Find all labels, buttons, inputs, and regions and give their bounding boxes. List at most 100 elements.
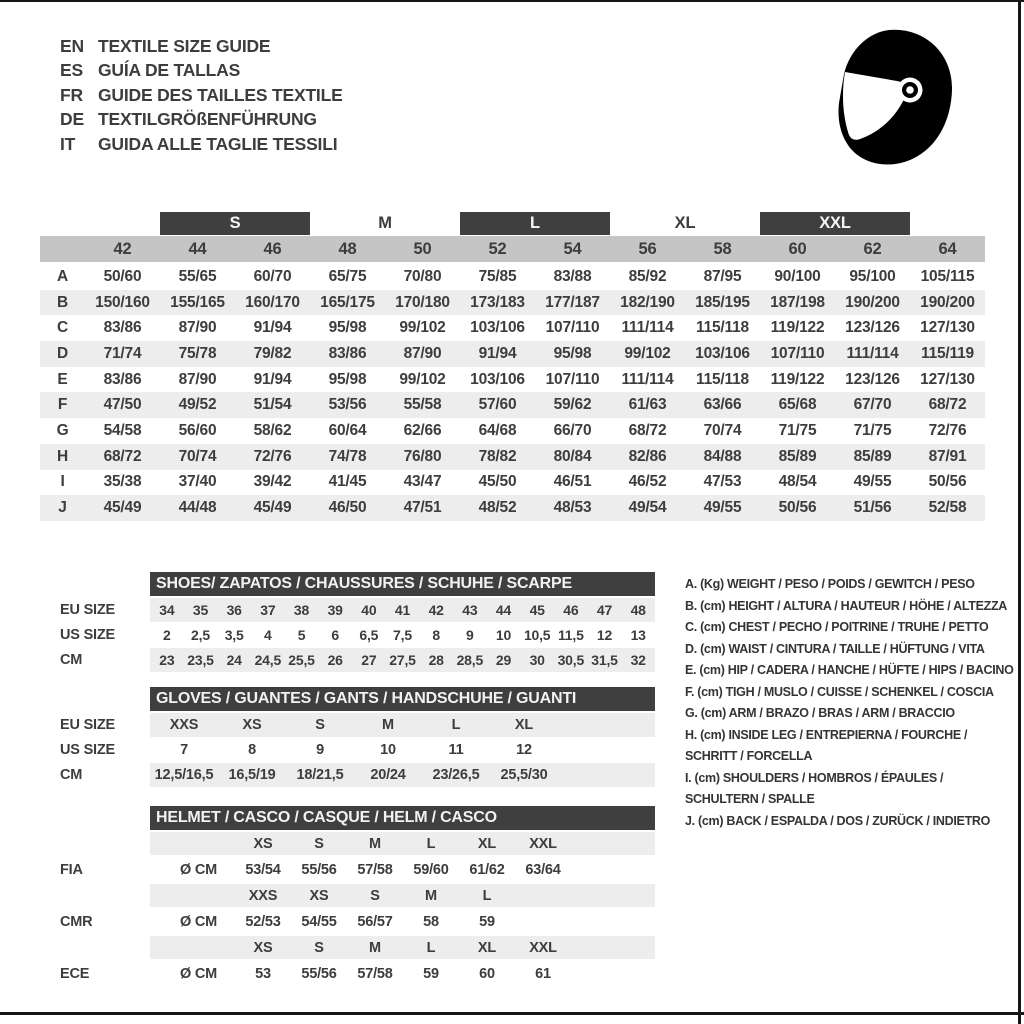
helmet-value: 59 (423, 965, 439, 982)
value-cell: 4 (264, 627, 272, 643)
size-value: 173/183 (470, 293, 525, 311)
size-value: 75/78 (178, 344, 217, 362)
standard-label: FIA (60, 861, 83, 878)
value-cell: 7 (180, 742, 188, 758)
language-row: ES GUÍA DE TALLAS (60, 59, 343, 84)
helmet-size-row: XXS XS S M L (40, 884, 665, 907)
value-cell: S (315, 717, 325, 733)
helmet-value: 63/64 (525, 861, 561, 878)
helmet-size-label: M (369, 939, 381, 956)
size-value: 44/48 (178, 499, 217, 517)
value-cell: 7,5 (393, 627, 412, 643)
row-label (40, 936, 150, 959)
frame-bottom-line (0, 1012, 1024, 1015)
size-row-h: H 68/72 70/74 72/76 74/78 76/80 78/82 80/84 82/8… (40, 443, 985, 470)
size-value: 70/74 (703, 421, 742, 439)
value-cell: 10 (495, 627, 512, 643)
helmet-value: 53 (255, 965, 271, 982)
row-letter: J (58, 499, 67, 517)
value-cell: 10,5 (523, 627, 551, 643)
size-value: 160/170 (245, 293, 300, 311)
size-value: 56/60 (178, 421, 217, 439)
language-row: DE TEXTILGRÖßENFÜHRUNG (60, 108, 343, 133)
shoes-title: SHOES/ ZAPATOS / CHAUSSURES / SCHUHE / S… (150, 572, 655, 596)
row-band: XS S M L XL XXL (150, 936, 655, 959)
language-code: DE (60, 109, 84, 130)
language-title: GUIDE DES TAILLES TEXTILE (98, 84, 343, 105)
row-label (40, 884, 150, 907)
size-value: 99/102 (399, 319, 446, 337)
value-cell: 9 (316, 742, 324, 758)
value-cell: 16,5/19 (228, 767, 276, 783)
size-value: 165/175 (320, 293, 375, 311)
row-letter: B (57, 293, 68, 311)
size-value: 123/126 (845, 370, 900, 388)
helmet-size-label: M (425, 887, 437, 904)
value-cell: 10 (380, 742, 396, 758)
size-value: 55/58 (403, 396, 442, 414)
row-band: 7 8 9 10 11 12 (150, 738, 655, 762)
size-value: 48/54 (778, 473, 817, 491)
size-value: 78/82 (478, 447, 517, 465)
row-label: US SIZE (60, 627, 115, 643)
gloves-rows: EU SIZE XXS XS S M L XL US SIZE 7 8 9 10 11 12 CM 12,5/… (40, 713, 665, 787)
size-value: 49/54 (628, 499, 667, 517)
value-cell: 29 (495, 652, 512, 668)
helmet-size-label: S (314, 939, 324, 956)
size-value: 115/119 (921, 344, 974, 362)
helmet-title: HELMET / CASCO / CASQUE / HELM / CASCO (150, 806, 655, 830)
size-value: 50/56 (928, 473, 967, 491)
helmet-value: 55/56 (301, 861, 337, 878)
value-cell: 18/21,5 (296, 767, 344, 783)
helmet-value-row: ECE Ø CM 53 55/56 57/58 59 60 61 (40, 962, 665, 985)
value-cell: 30,5 (557, 652, 585, 668)
value-cell: 25,5/30 (500, 767, 548, 783)
helmet-size-label: S (370, 887, 380, 904)
size-value: 41/45 (328, 473, 367, 491)
subtable-row: US SIZE 2 2,5 3,5 4 5 6 6,5 7,5 8 9 10 10,5 11,5 12 13 (40, 623, 665, 647)
frame-top-line (0, 0, 1024, 2)
size-value: 49/55 (703, 499, 742, 517)
helmet-rows: XS S M L XL XXL FIA Ø CM 53/54 55/56 57/58 59/60 61/… (40, 832, 665, 985)
helmet-size-row: XS S M L XL XXL (40, 832, 665, 855)
size-group-s: S (160, 212, 310, 235)
language-list: EN TEXTILE SIZE GUIDE ES GUÍA DE TALLAS FR GU… (60, 34, 343, 157)
size-value: 71/74 (103, 344, 142, 362)
row-letter: F (57, 396, 68, 414)
column-header: 42 (113, 239, 132, 258)
size-value: 91/94 (253, 319, 292, 337)
size-value: 182/190 (620, 293, 675, 311)
size-value: 46/50 (328, 499, 367, 517)
value-cell: 25,5 (288, 652, 315, 668)
language-title: TEXTILE SIZE GUIDE (98, 35, 271, 56)
language-title: GUÍA DE TALLAS (98, 60, 241, 81)
size-value: 83/86 (103, 319, 142, 337)
diameter-label: Ø CM (180, 913, 218, 930)
helmet-value-row: CMR Ø CM 52/53 54/55 56/57 58 59 (40, 910, 665, 933)
size-value: 85/92 (628, 267, 667, 285)
size-value: 65/68 (778, 396, 817, 414)
size-value: 62/66 (403, 421, 442, 439)
value-cell: 6,5 (359, 627, 379, 643)
size-row-f: F 47/50 49/52 51/54 53/56 55/58 57/60 59/62 61/6… (40, 392, 985, 419)
value-cell: 48 (630, 602, 646, 618)
language-row: IT GUIDA ALLE TAGLIE TESSILI (60, 132, 343, 157)
size-value: 68/72 (103, 447, 142, 465)
row-letter: D (57, 344, 68, 362)
size-value: 83/86 (103, 370, 142, 388)
row-band: Ø CM 53 55/56 57/58 59 60 61 (150, 962, 655, 985)
size-value: 87/90 (178, 370, 217, 388)
value-cell: 12,5/16,5 (154, 767, 214, 783)
value-cell: 31,5 (591, 652, 618, 668)
size-value: 49/55 (853, 473, 892, 491)
size-value: 50/56 (778, 499, 817, 517)
size-value: 99/102 (399, 370, 446, 388)
size-value: 79/82 (253, 344, 292, 362)
value-cell: 32 (630, 652, 646, 668)
helmet-value: 61 (535, 965, 551, 982)
helmet-value: 58 (423, 913, 439, 930)
size-value: 48/53 (553, 499, 592, 517)
size-value: 66/70 (553, 421, 592, 439)
row-band: Ø CM 52/53 54/55 56/57 58 59 (150, 910, 655, 933)
